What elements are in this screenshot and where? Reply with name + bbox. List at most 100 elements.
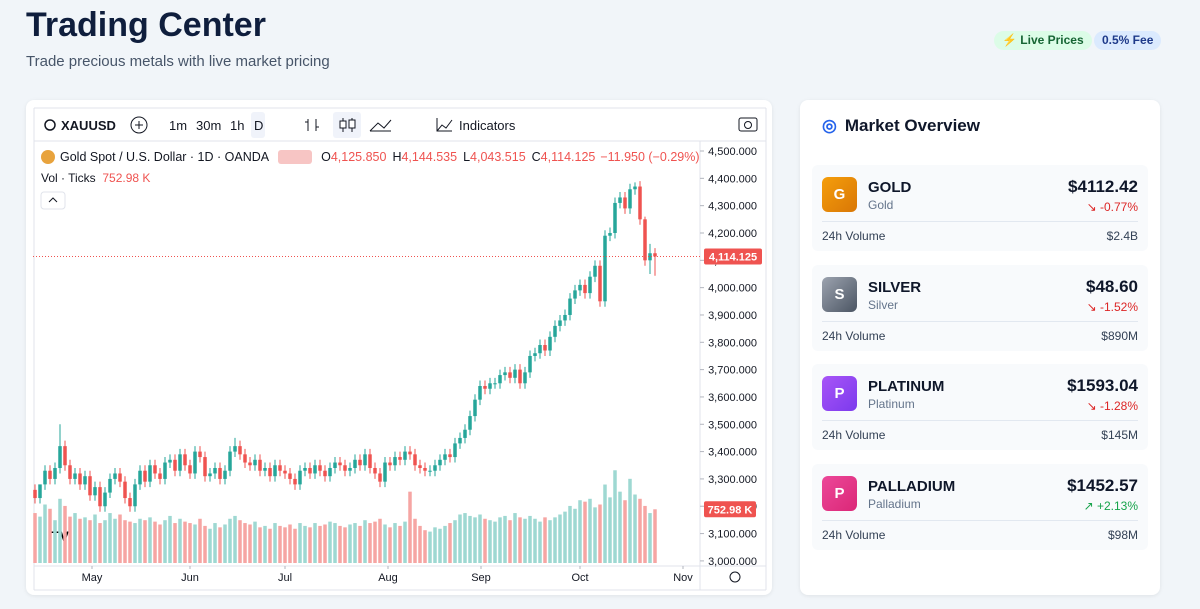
volume-bar: [273, 523, 277, 563]
interval[interactable]: D: [254, 118, 264, 133]
ohlc-value: 4,144.535: [401, 150, 458, 164]
candle-body: [638, 186, 642, 220]
volume-bar: [268, 528, 272, 563]
settings-icon[interactable]: [729, 571, 741, 583]
icon: ◎: [822, 116, 837, 135]
x-tick-label: Oct: [571, 572, 588, 584]
volume-bar: [283, 527, 287, 563]
volume-bar: [428, 531, 432, 563]
volume-bar: [633, 494, 637, 563]
volume-bar: [508, 520, 512, 563]
volume-bar: [583, 501, 587, 563]
candle-body: [43, 470, 47, 485]
volume-bar: [263, 525, 267, 563]
candle-body: [583, 284, 587, 294]
volume-bar: [378, 518, 382, 563]
candle-body: [33, 489, 37, 499]
x-tick-label: Aug: [378, 572, 398, 584]
volume-bar: [543, 517, 547, 563]
market-item[interactable]: P PLATINUM Platinum $1593.04 ↘ -1.28% 24h Vol…: [812, 364, 1148, 450]
market-item[interactable]: G GOLD Gold $4112.42 ↘ -0.77% 24h Volume $2.4B: [812, 165, 1148, 251]
symbol[interactable]: XAUUSD: [61, 118, 116, 133]
volume-bar: [348, 524, 352, 563]
volume-bar: [128, 521, 132, 563]
volume-bar: [213, 523, 217, 563]
volume-bar: [233, 515, 237, 563]
volume-bar: [513, 513, 517, 563]
volume-label: 24h Volume: [822, 527, 886, 542]
volume-bar: [403, 521, 407, 563]
ohlc-value: 4,043.515: [470, 150, 526, 164]
active-style[interactable]: [333, 112, 361, 138]
volume-bar: [68, 516, 72, 563]
indicators-icon[interactable]: [436, 118, 453, 132]
symbol-icon: [41, 150, 55, 164]
candle-body: [88, 476, 92, 496]
candle-body: [53, 467, 57, 479]
add-icon[interactable]: [135, 121, 143, 129]
candle-body: [203, 457, 207, 477]
volume-label: 24h Volume: [822, 229, 886, 243]
candle-body: [603, 235, 607, 302]
volume-title: Vol · Ticks: [41, 171, 96, 185]
volume-bar: [483, 518, 487, 563]
volume-bar: [238, 520, 242, 563]
add-icon[interactable]: [130, 116, 148, 134]
candle-body: [148, 465, 152, 482]
candle-body: [183, 454, 187, 466]
candle-body: [223, 470, 227, 479]
candle-body: [273, 465, 277, 477]
market-price: $48.60: [1086, 276, 1138, 296]
candle-body: [153, 465, 157, 474]
market-icon: G: [822, 177, 857, 212]
indicators[interactable]: Indicators: [459, 118, 516, 133]
volume-bar: [73, 513, 77, 563]
ohlc: O4,125.850 H4,144.535 L4,043.515 C4,114.125: [321, 150, 595, 164]
candle-body: [158, 473, 162, 479]
market-price: $1593.04: [1067, 376, 1138, 395]
ohlc-key: H: [392, 150, 402, 164]
candle-body: [78, 473, 82, 485]
candle-body: [218, 467, 222, 479]
candle-body: [433, 465, 437, 471]
volume-bar: [638, 498, 642, 563]
candle-body: [73, 473, 77, 479]
volume-bar: [323, 524, 327, 563]
candle-body: [343, 465, 347, 471]
volume-bar: [288, 524, 292, 563]
volume-bar: [203, 525, 207, 563]
volume-bar: [218, 527, 222, 563]
candle-body: [108, 478, 112, 493]
candle-body: [613, 202, 617, 233]
area-icon[interactable]: [369, 119, 392, 132]
market-item[interactable]: S SILVER Silver $48.60 ↘ -1.52% 24h Volume $89…: [812, 264, 1148, 351]
volume-bar: [648, 513, 652, 563]
candle-body: [243, 454, 247, 463]
camera-icon[interactable]: [738, 117, 758, 132]
candle-body: [528, 355, 532, 373]
candle-body: [363, 454, 367, 466]
trend-icon: ↘: [1086, 200, 1100, 214]
candle-body: [393, 457, 397, 466]
collapse-button[interactable]: [40, 191, 66, 210]
volume-bar: [343, 527, 347, 563]
bars-icon[interactable]: [305, 119, 319, 131]
candle-body: [598, 265, 602, 302]
candle-body: [93, 487, 97, 496]
interval[interactable]: 30m: [196, 118, 222, 133]
candle-body: [233, 446, 237, 452]
interval[interactable]: 1h: [230, 118, 245, 133]
search-icon[interactable]: [44, 119, 56, 131]
volume-bar: [498, 517, 502, 563]
volume-bar: [383, 524, 387, 563]
trend-icon: ↘: [1086, 299, 1100, 314]
interval[interactable]: 1m: [169, 118, 188, 133]
market-item[interactable]: P PALLADIUM Palladium $1452.57 ↗ +2.13% 24h V…: [812, 463, 1148, 550]
volume-bar: [338, 525, 342, 563]
candle-body: [238, 446, 242, 455]
volume-bar: [603, 484, 607, 563]
candle-body: [498, 375, 502, 384]
candle-body: [573, 290, 577, 299]
candle-body: [128, 498, 132, 507]
candle-body: [298, 470, 302, 485]
